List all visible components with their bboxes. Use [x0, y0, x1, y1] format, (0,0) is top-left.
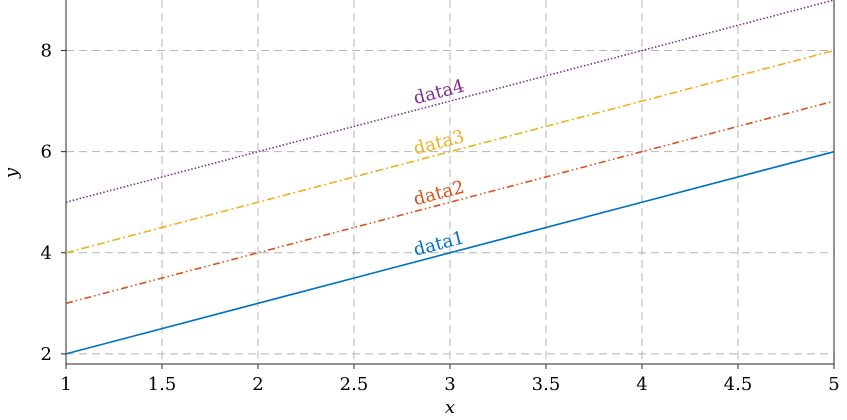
- y-tick-label: 8: [41, 41, 52, 62]
- x-tick-label: 3.5: [532, 374, 561, 395]
- x-tick-label: 4: [636, 374, 647, 395]
- x-tick-label: 5: [828, 374, 839, 395]
- x-tick-label: 1.5: [148, 374, 177, 395]
- series-line-data3: [65, 49, 835, 254]
- x-tick-label: 1: [60, 374, 71, 395]
- axes: [61, 0, 835, 369]
- series-line-data2: [65, 100, 835, 305]
- y-tick-label: 4: [41, 243, 52, 264]
- x-tick-label: 2.5: [340, 374, 369, 395]
- x-tick-label: 3: [444, 374, 455, 395]
- y-tick-label: 2: [41, 344, 52, 365]
- x-axis-label: x: [445, 397, 455, 418]
- x-tick-label: 2: [252, 374, 263, 395]
- x-tick-label: 4.5: [724, 374, 753, 395]
- series-line-data4: [65, 0, 835, 203]
- y-axis-label: y: [1, 167, 22, 179]
- tick-labels: 1 1.5 2 2.5 3 3.5 4 4.5 5 2 4 6 8: [41, 41, 840, 395]
- y-tick-label: 6: [41, 142, 52, 163]
- series-line-data1: [65, 150, 835, 355]
